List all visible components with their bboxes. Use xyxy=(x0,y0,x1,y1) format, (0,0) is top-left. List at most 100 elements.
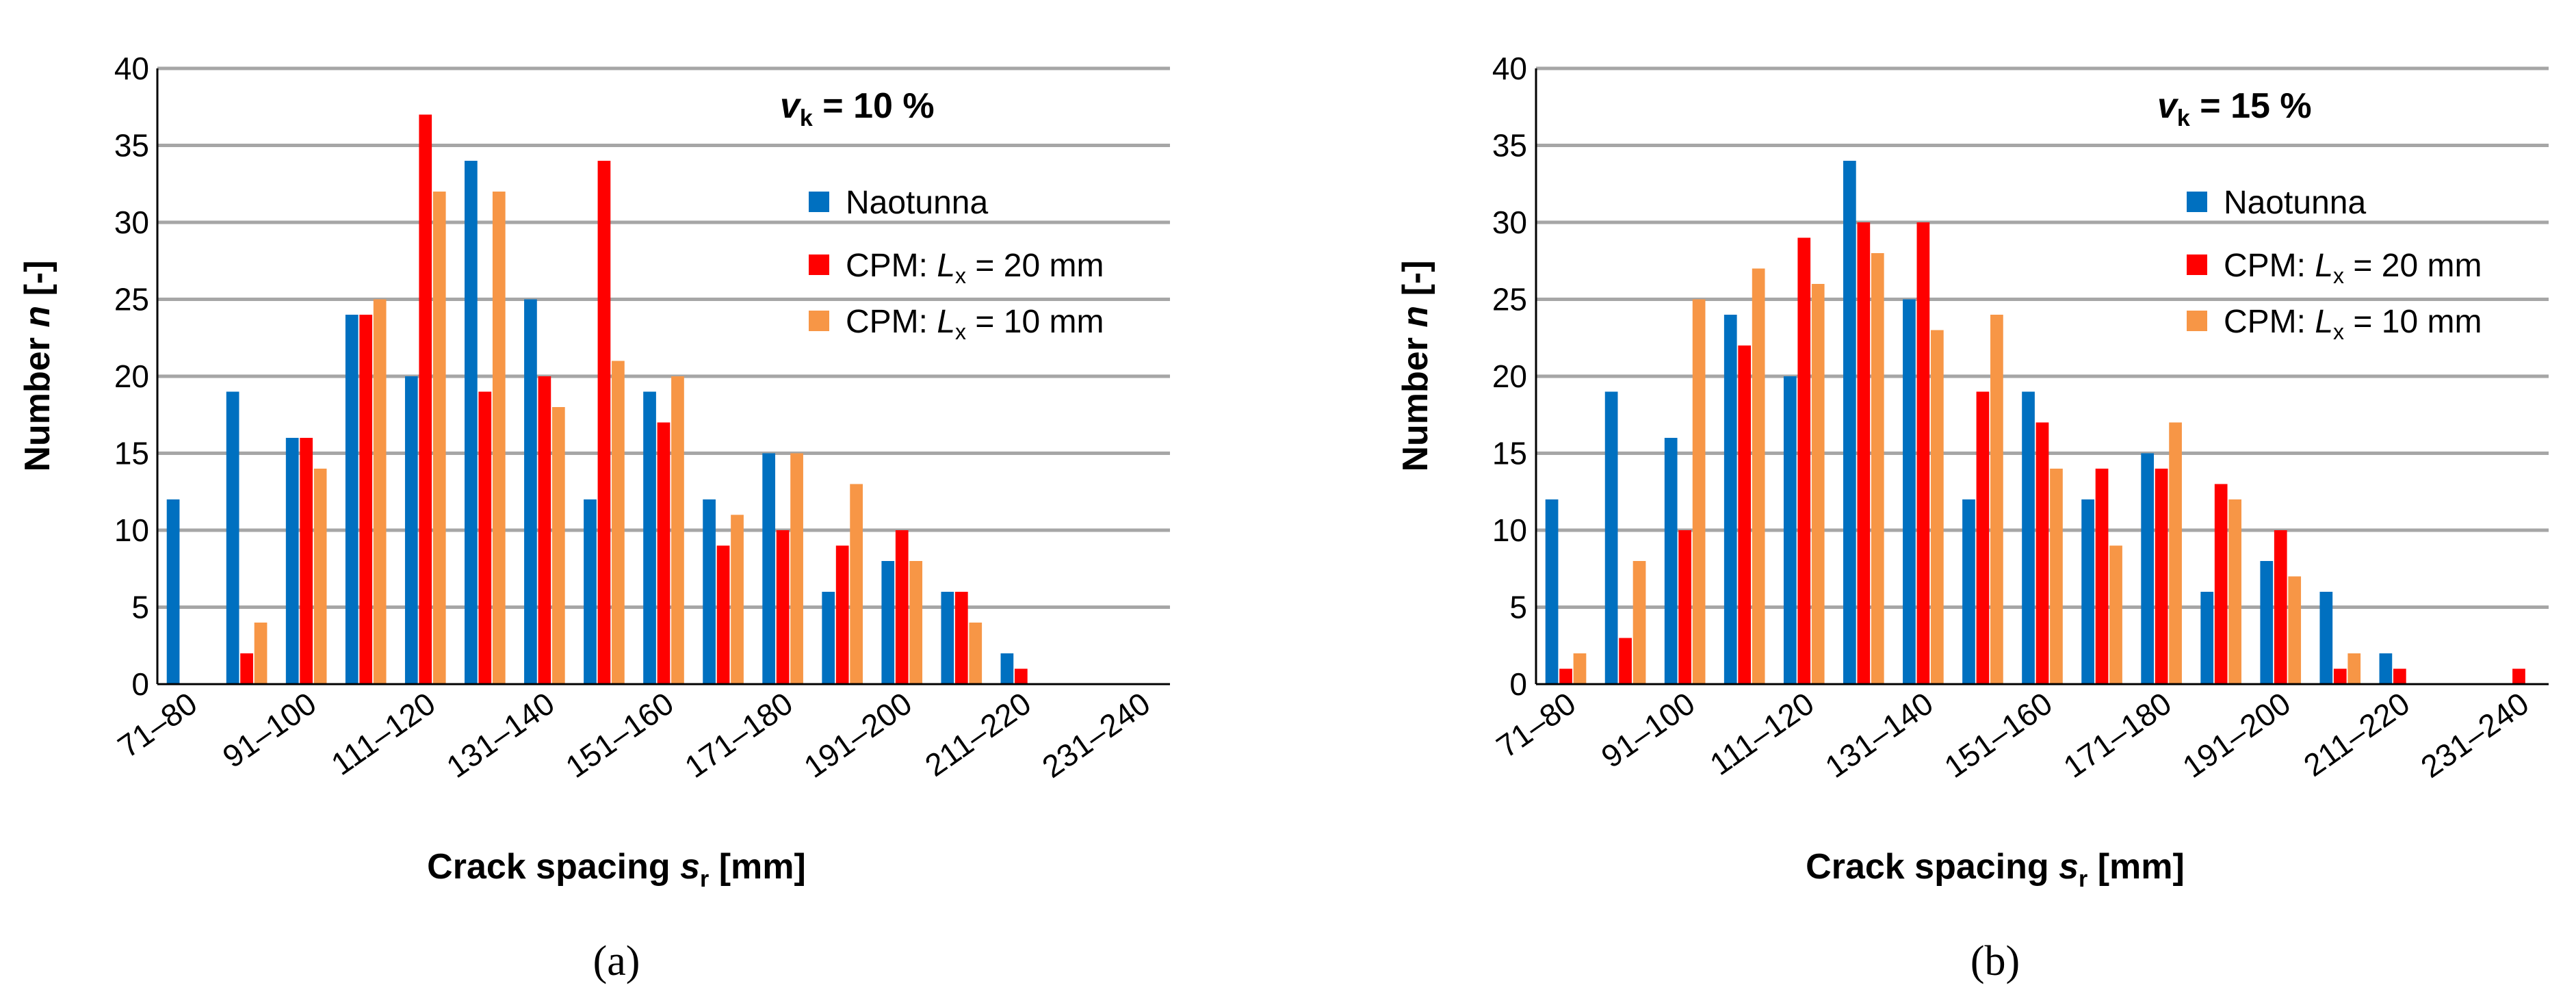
legend: Naotunna CPM: Lx = 20 mm CPM: Lx = 10 mm xyxy=(2187,185,2482,344)
y-axis-title: Number n [-] xyxy=(18,260,57,471)
bar-naotunna xyxy=(1545,499,1559,684)
chart-panel-a: 0 5 10 15 20 25 30 35 40 71–80 91–100 111–120131–1… xyxy=(18,51,1170,984)
bar-naotunna xyxy=(822,592,835,684)
y-tick-label: 25 xyxy=(114,282,149,317)
bar-cpm10 xyxy=(2169,422,2182,684)
legend-label-cpm20: CPM: Lx = 20 mm xyxy=(2224,248,2482,288)
bar-cpm20 xyxy=(716,545,730,684)
x-tick-label: 131–140 xyxy=(1819,686,1940,785)
bar-cpm10 xyxy=(1573,653,1587,684)
x-tick-label: 91–100 xyxy=(1595,686,1702,775)
bar-cpm20 xyxy=(2393,668,2406,684)
bar-naotunna xyxy=(1000,653,1014,684)
bar-cpm10 xyxy=(2347,653,2361,684)
bar-cpm20 xyxy=(359,315,373,684)
bar-cpm10 xyxy=(850,484,863,684)
bar-naotunna xyxy=(2022,391,2035,684)
x-tick-label: 151–160 xyxy=(1938,686,2059,785)
y-tick-label: 40 xyxy=(114,51,149,86)
bar-naotunna xyxy=(941,592,954,684)
bar-naotunna xyxy=(584,499,597,684)
x-axis-title: Crack spacing sr [mm] xyxy=(427,847,806,892)
y-tick-label: 30 xyxy=(1492,205,1527,240)
x-tick-label: 91–100 xyxy=(216,686,323,775)
legend-swatch-naotunna xyxy=(2187,192,2207,212)
chart-panel-b: 0 5 10 15 20 25 30 35 40 71–80 91–100 111–120131–1… xyxy=(1396,51,2549,984)
bar-cpm20 xyxy=(2095,469,2109,684)
legend-swatch-cpm20 xyxy=(809,254,829,275)
x-tick-label: 231–240 xyxy=(1036,686,1157,785)
bar-naotunna xyxy=(881,561,895,684)
bar-cpm20 xyxy=(2155,469,2168,684)
bar-cpm10 xyxy=(1871,253,1884,684)
bar-cpm20 xyxy=(597,161,611,684)
x-tick-labels: 71–80 91–100 111–120131–140151–160171–1801… xyxy=(112,686,1157,785)
bar-naotunna xyxy=(762,453,776,684)
bar-cpm10 xyxy=(671,376,684,684)
bar-cpm10 xyxy=(373,299,387,684)
bar-cpm10 xyxy=(1990,315,2003,684)
y-axis-title: Number n [-] xyxy=(1396,260,1435,471)
y-tick-label: 0 xyxy=(1509,666,1527,702)
y-tick-label: 30 xyxy=(114,205,149,240)
bar-cpm20 xyxy=(1976,391,1990,684)
bar-cpm20 xyxy=(2035,422,2049,684)
bar-cpm20 xyxy=(419,114,432,684)
bar-cpm20 xyxy=(2274,530,2287,684)
bar-naotunna xyxy=(524,299,537,684)
legend-swatch-cpm10 xyxy=(809,311,829,331)
bar-naotunna xyxy=(226,391,239,684)
bar-cpm10 xyxy=(1632,561,1646,684)
bar-cpm20 xyxy=(300,438,313,684)
y-tick-label: 35 xyxy=(1492,128,1527,164)
bar-cpm20 xyxy=(1559,668,1572,684)
x-tick-label: 131–140 xyxy=(440,686,561,785)
bar-cpm20 xyxy=(1014,668,1028,684)
y-tick-label: 0 xyxy=(131,666,149,702)
bar-naotunna xyxy=(1664,438,1678,684)
x-tick-label: 211–220 xyxy=(918,686,1037,783)
bar-cpm10 xyxy=(1811,284,1825,684)
bar-naotunna xyxy=(703,499,716,684)
bar-cpm20 xyxy=(1619,638,1632,684)
y-tick-label: 35 xyxy=(114,128,149,164)
legend: Naotunna CPM: Lx = 20 mm CPM: Lx = 10 mm xyxy=(809,185,1104,344)
x-tick-label: 171–180 xyxy=(2057,686,2178,785)
bar-naotunna xyxy=(2319,592,2333,684)
legend-swatch-cpm10 xyxy=(2187,311,2207,331)
bar-cpm10 xyxy=(731,514,744,684)
bar-cpm20 xyxy=(954,592,968,684)
bar-cpm10 xyxy=(1930,330,1944,684)
panel-label-b: (b) xyxy=(1970,938,2020,984)
legend-label-cpm10: CPM: Lx = 10 mm xyxy=(2224,304,2482,344)
bar-cpm20 xyxy=(2214,484,2228,684)
bar-cpm20 xyxy=(1797,237,1811,684)
y-tick-label: 10 xyxy=(1492,512,1527,548)
x-axis-title: Crack spacing sr [mm] xyxy=(1806,847,2185,892)
bar-naotunna xyxy=(285,438,299,684)
bar-cpm20 xyxy=(2512,668,2525,684)
y-tick-label: 20 xyxy=(1492,358,1527,394)
bar-naotunna xyxy=(1604,391,1618,684)
x-tick-label: 171–180 xyxy=(678,686,799,785)
bar-naotunna xyxy=(465,161,478,684)
bar-cpm10 xyxy=(612,361,625,684)
bar-naotunna xyxy=(1903,299,1916,684)
bar-cpm10 xyxy=(432,192,446,684)
x-tick-label: 211–220 xyxy=(2297,686,2416,783)
bar-cpm20 xyxy=(835,545,849,684)
x-tick-label: 231–240 xyxy=(2415,686,2536,785)
bar-cpm10 xyxy=(969,623,983,684)
y-tick-label: 20 xyxy=(114,358,149,394)
bar-cpm20 xyxy=(1916,222,1930,684)
bar-cpm10 xyxy=(1692,299,1706,684)
bar-cpm10 xyxy=(254,623,268,684)
bar-naotunna xyxy=(1843,161,1856,684)
legend-swatch-naotunna xyxy=(809,192,829,212)
bar-cpm20 xyxy=(776,530,790,684)
bars xyxy=(166,114,1028,684)
y-tick-label: 40 xyxy=(1492,51,1527,86)
x-tick-label: 151–160 xyxy=(559,686,680,785)
y-tick-label: 25 xyxy=(1492,282,1527,317)
legend-swatch-cpm20 xyxy=(2187,254,2207,275)
